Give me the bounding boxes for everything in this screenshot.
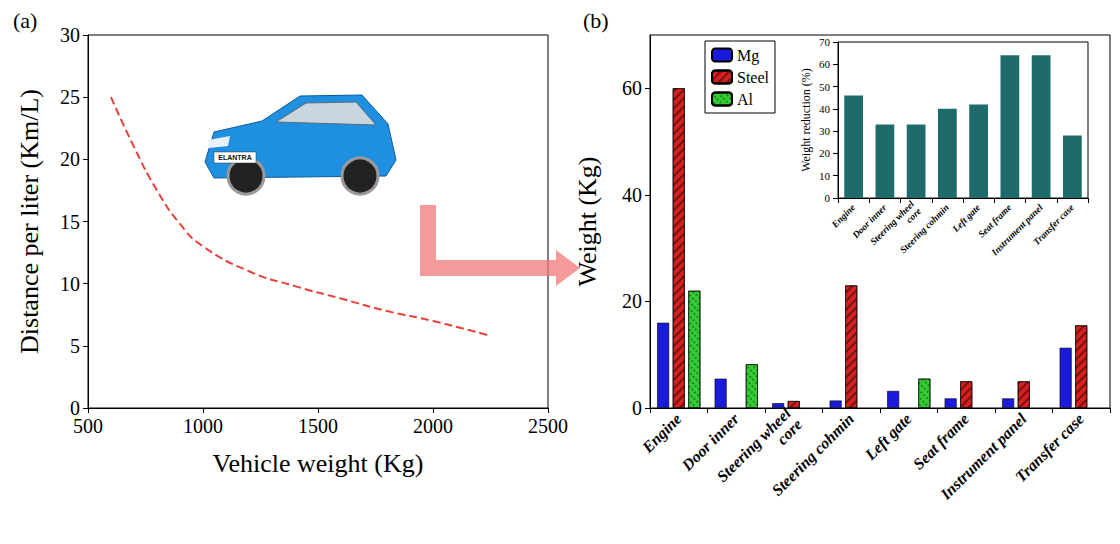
- svg-text:2000: 2000: [413, 415, 453, 437]
- svg-text:Weight (Kg): Weight (Kg): [572, 156, 602, 287]
- svg-text:5: 5: [70, 335, 80, 357]
- svg-text:0: 0: [825, 192, 831, 204]
- svg-text:1000: 1000: [183, 415, 223, 437]
- svg-text:20: 20: [60, 148, 80, 170]
- svg-text:core: core: [904, 206, 923, 225]
- svg-text:Al: Al: [737, 91, 754, 108]
- svg-text:0: 0: [632, 397, 642, 419]
- svg-text:ELANTRA: ELANTRA: [218, 154, 251, 161]
- svg-text:20: 20: [819, 147, 831, 159]
- svg-text:Weight reduction (%): Weight reduction (%): [799, 68, 813, 172]
- svg-text:Steering cohmin: Steering cohmin: [898, 202, 951, 255]
- svg-text:15: 15: [60, 211, 80, 233]
- svg-text:Instrument panel: Instrument panel: [936, 410, 1031, 505]
- svg-text:1500: 1500: [298, 415, 338, 437]
- svg-text:Steel: Steel: [737, 69, 770, 86]
- svg-text:30: 30: [60, 24, 80, 46]
- svg-text:Engine: Engine: [829, 202, 857, 230]
- svg-text:Left gate: Left gate: [950, 202, 982, 234]
- svg-text:Mg: Mg: [737, 47, 759, 65]
- svg-text:Seat frame: Seat frame: [909, 410, 973, 473]
- svg-text:25: 25: [60, 86, 80, 108]
- svg-text:Door inner: Door inner: [850, 202, 889, 241]
- svg-text:30: 30: [819, 125, 831, 137]
- svg-text:Engine: Engine: [638, 410, 685, 457]
- svg-text:Steering wheel: Steering wheel: [713, 404, 795, 486]
- svg-text:60: 60: [622, 77, 642, 99]
- svg-text:Steering cohmin: Steering cohmin: [768, 410, 858, 500]
- svg-text:Left gate: Left gate: [861, 410, 916, 465]
- svg-text:(a): (a): [13, 8, 37, 33]
- svg-text:2500: 2500: [528, 415, 568, 437]
- svg-text:60: 60: [819, 58, 831, 70]
- svg-text:(b): (b): [583, 8, 609, 33]
- svg-text:Transfer case: Transfer case: [1012, 410, 1088, 486]
- svg-text:Instrument panel: Instrument panel: [989, 202, 1045, 258]
- svg-text:40: 40: [622, 184, 642, 206]
- svg-text:0: 0: [70, 397, 80, 419]
- svg-text:50: 50: [819, 81, 831, 93]
- svg-text:Seat frame: Seat frame: [976, 202, 1014, 240]
- svg-text:10: 10: [819, 170, 831, 182]
- svg-text:70: 70: [819, 36, 831, 48]
- svg-text:Transfer case: Transfer case: [1031, 202, 1076, 247]
- svg-text:Steering wheel: Steering wheel: [868, 198, 917, 247]
- svg-text:10: 10: [60, 273, 80, 295]
- svg-text:40: 40: [819, 103, 831, 115]
- svg-text:Vehicle weight (Kg): Vehicle weight (Kg): [213, 449, 424, 478]
- svg-text:core: core: [773, 416, 805, 448]
- svg-text:500: 500: [73, 415, 103, 437]
- svg-text:Door inner: Door inner: [678, 410, 743, 474]
- svg-text:Distance per liter (Km/L): Distance per liter (Km/L): [15, 89, 44, 354]
- svg-text:20: 20: [622, 290, 642, 312]
